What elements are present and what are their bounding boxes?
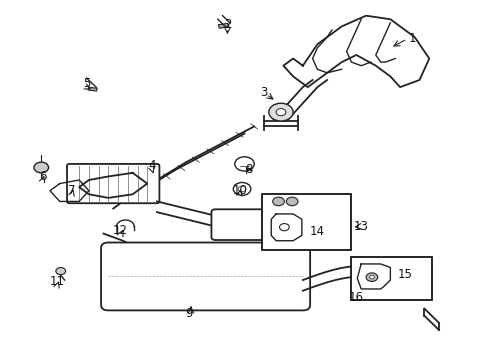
FancyBboxPatch shape: [67, 164, 159, 203]
Bar: [218, 23, 228, 28]
Text: 2: 2: [224, 18, 231, 31]
Text: 8: 8: [245, 163, 252, 176]
Text: 4: 4: [148, 159, 156, 172]
FancyBboxPatch shape: [211, 209, 277, 240]
Text: 6: 6: [39, 170, 46, 183]
Text: 12: 12: [113, 224, 128, 237]
Text: 1: 1: [407, 32, 415, 45]
Text: 7: 7: [68, 184, 76, 197]
Text: 14: 14: [309, 225, 324, 238]
Circle shape: [286, 197, 297, 206]
Circle shape: [366, 273, 377, 282]
Text: 5: 5: [82, 77, 90, 90]
Circle shape: [369, 275, 373, 279]
Circle shape: [268, 103, 292, 121]
Bar: [261, 194, 351, 249]
Text: 15: 15: [397, 268, 411, 281]
Bar: [351, 257, 431, 300]
Circle shape: [272, 197, 284, 206]
Text: 11: 11: [50, 275, 65, 288]
Text: 3: 3: [260, 86, 267, 99]
Text: 16: 16: [348, 291, 363, 305]
Text: 9: 9: [184, 307, 192, 320]
FancyBboxPatch shape: [101, 243, 309, 310]
Circle shape: [56, 267, 65, 275]
Circle shape: [276, 109, 285, 116]
Circle shape: [34, 162, 48, 173]
Text: 10: 10: [232, 184, 246, 197]
Bar: [88, 87, 97, 91]
Text: 13: 13: [353, 220, 368, 233]
